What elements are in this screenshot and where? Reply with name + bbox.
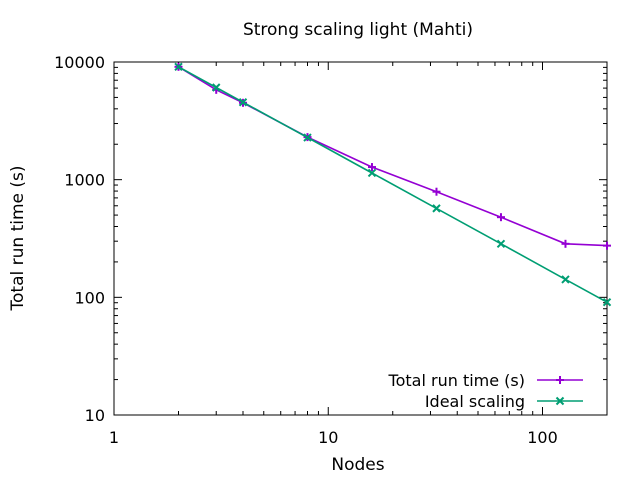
x-tick-label: 1 [109,428,119,447]
data-point [432,204,441,213]
x-tick-label: 10 [318,428,338,447]
y-tick-label: 100 [74,288,105,307]
legend-marker [555,396,565,406]
data-point [212,83,221,92]
data-point [603,241,611,250]
data-point [561,275,570,284]
y-axis-label: Total run time (s) [8,166,28,312]
data-point [367,168,377,178]
x-axis: 1 10 100 [109,62,608,447]
data-point [432,187,441,196]
chart-title: Strong scaling light (Mahti) [243,20,473,40]
y-axis: 10 100 1000 10000 [54,53,607,425]
y-tick-label: 10 [85,406,105,425]
data-point [303,133,312,142]
legend-marker [556,376,564,384]
plot-area [113,61,608,416]
legend-label: Ideal scaling [425,392,525,411]
data-point [174,62,183,72]
data-point [238,98,248,107]
y-tick-label: 10000 [54,53,105,72]
y-tick-label: 1000 [64,171,105,190]
legend-swatch [537,376,583,384]
series-line [178,66,608,247]
data-point [496,213,505,222]
series-1 [174,62,611,250]
series-2 [174,62,612,307]
data-point [561,239,570,248]
series-layer [174,62,612,307]
legend: Total run time (s) Ideal scaling [388,371,583,411]
x-tick-label: 100 [527,428,558,447]
x-axis-label: Nodes [331,455,384,475]
data-point [602,297,612,307]
legend-label: Total run time (s) [388,371,525,390]
data-point [496,239,506,249]
data-point [367,163,376,172]
plot-border [113,61,608,416]
legend-swatch [537,396,583,406]
